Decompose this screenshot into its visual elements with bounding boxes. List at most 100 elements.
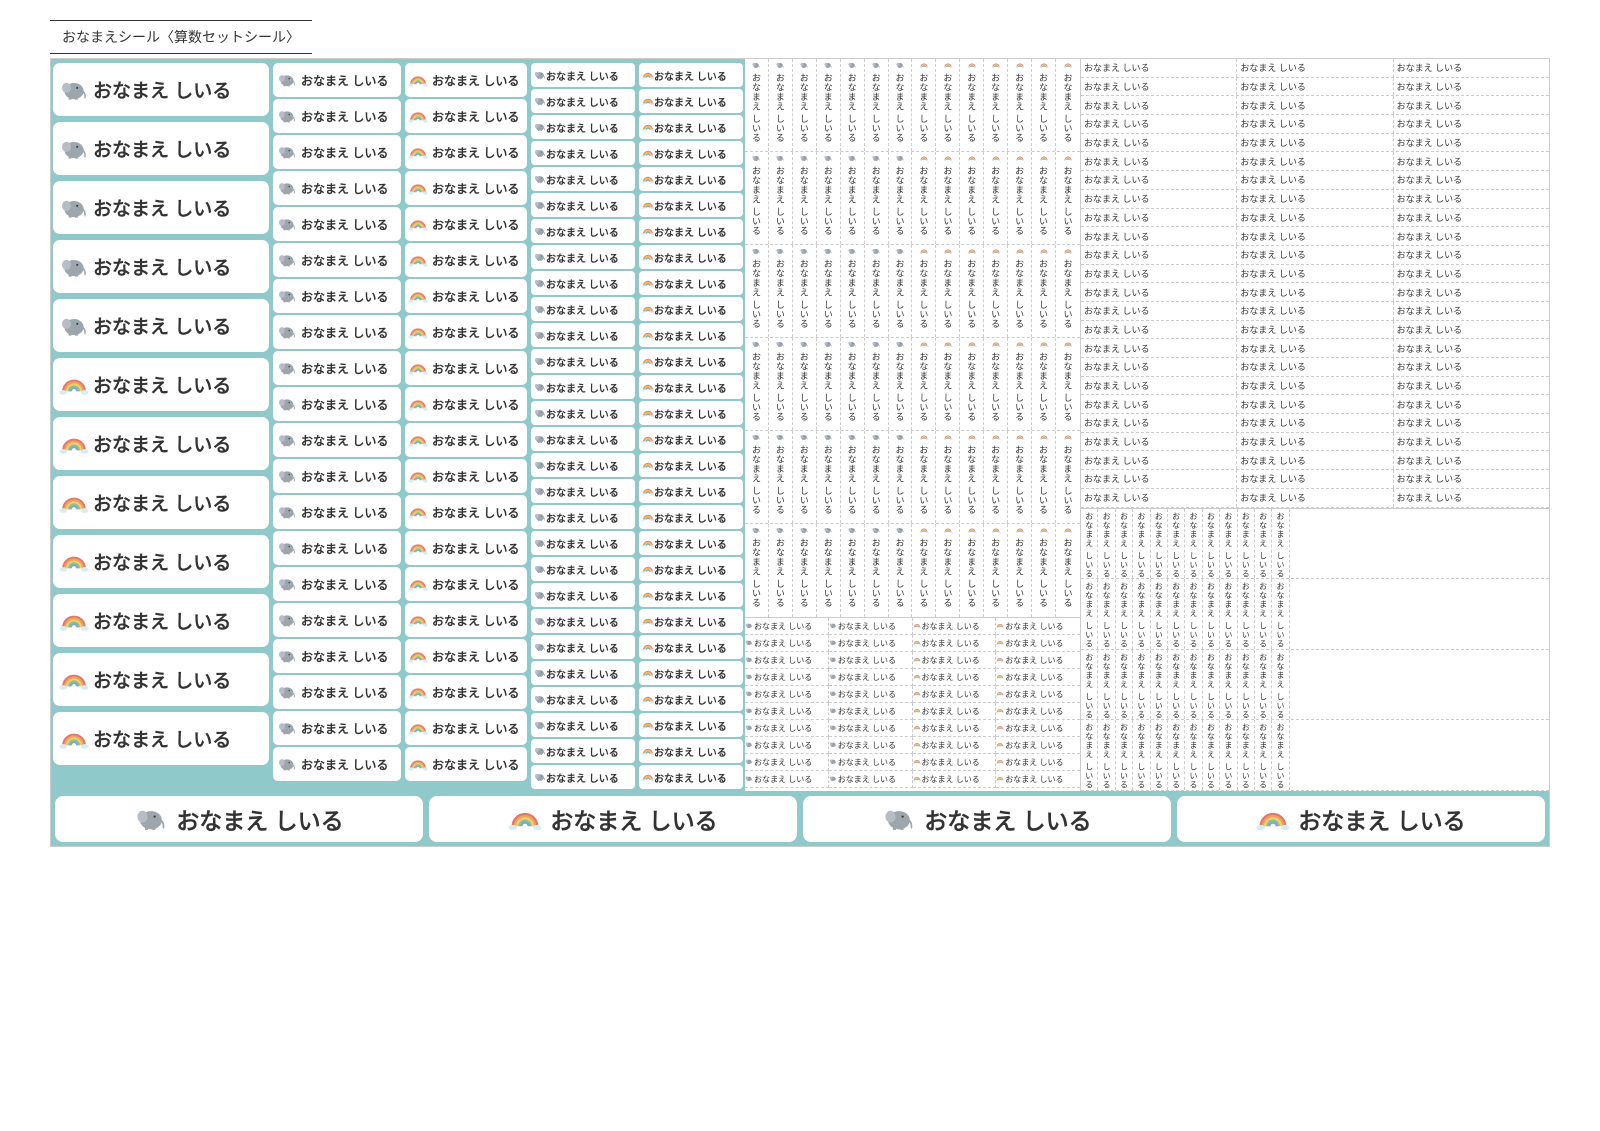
text-row: おなまえ しいるおなまえ しいるおなまえ しいる (1081, 265, 1549, 284)
elephant-icon (277, 610, 297, 630)
vertical-label: おなまえ しいる (960, 245, 984, 337)
label-text: おなまえ しいる (654, 146, 727, 161)
vertical-label: おなまえ しいる (817, 338, 841, 430)
label-text: おなまえ しいる (750, 73, 763, 143)
vertical-text-label: おなまえ しいる (1272, 579, 1289, 649)
text-row: おなまえ しいるおなまえ しいるおなまえ しいる (1081, 321, 1549, 340)
label-text-only: おなまえ しいる (1081, 377, 1237, 395)
label-small: おなまえ しいる (531, 115, 635, 139)
label-text: おなまえ しいる (654, 744, 727, 759)
label-xl: おなまえ しいる (1177, 796, 1545, 842)
label-text-only: おなまえ しいる (1237, 414, 1393, 432)
label-text: おなまえ しいる (654, 354, 727, 369)
label-large: おなまえ しいる (53, 299, 269, 352)
elephant-icon (534, 329, 546, 341)
vertical-label: おなまえ しいる (1008, 338, 1032, 430)
elephant-icon (823, 433, 833, 443)
label-tiny: おなまえ しいる (913, 686, 997, 703)
label-text: おなまえ しいる (922, 672, 980, 683)
elephant-icon (59, 134, 89, 164)
label-text-only: おなまえ しいる (1081, 265, 1237, 283)
label-medium: おなまえ しいる (405, 279, 527, 313)
label-small: おなまえ しいる (639, 765, 743, 789)
text-row: おなまえ しいるおなまえ しいるおなまえ しいる (1081, 451, 1549, 470)
label-text: おなまえ しいる (750, 259, 763, 329)
rainbow-icon (1039, 526, 1049, 536)
elephant-icon (775, 340, 785, 350)
tiny-row: おなまえ しいるおなまえ しいるおなまえ しいるおなまえ しいる (745, 652, 1080, 669)
label-text: おなまえ しいる (922, 723, 980, 734)
label-text: おなまえ しいる (922, 638, 980, 649)
elephant-icon (277, 214, 297, 234)
vertical-label: おなまえ しいる (865, 152, 889, 244)
label-text: おなまえ しいる (654, 770, 727, 785)
label-text: おなまえ しいる (654, 120, 727, 135)
tiny-row: おなまえ しいるおなまえ しいるおなまえ しいるおなまえ しいる (745, 754, 1080, 771)
label-large: おなまえ しいる (53, 122, 269, 175)
rainbow-icon (1015, 340, 1025, 350)
elephant-icon (823, 154, 833, 164)
elephant-icon (534, 147, 546, 159)
rainbow-icon (1063, 340, 1073, 350)
label-text: おなまえ しいる (1005, 706, 1063, 717)
label-tiny: おなまえ しいる (996, 703, 1080, 720)
rainbow-icon (408, 358, 428, 378)
vertical-label: おなまえ しいる (1008, 245, 1032, 337)
label-text: おなまえ しいる (774, 352, 787, 422)
elephant-icon (847, 154, 857, 164)
label-xl: おなまえ しいる (429, 796, 797, 842)
vertical-label: おなまえ しいる (936, 245, 960, 337)
label-medium: おなまえ しいる (273, 459, 401, 493)
label-text: おなまえ しいる (654, 94, 727, 109)
label-text-only: おなまえ しいる (1394, 489, 1549, 507)
label-text-only: おなまえ しいる (1237, 377, 1393, 395)
rainbow-icon (1015, 433, 1025, 443)
vertical-label: おなまえ しいる (817, 245, 841, 337)
label-text: おなまえ しいる (1013, 445, 1026, 515)
label-small: おなまえ しいる (531, 271, 635, 295)
label-text: おなまえ しいる (1037, 166, 1050, 236)
label-text: おなまえ しいる (774, 538, 787, 608)
vertical-label: おなまえ しいる (1056, 431, 1080, 523)
rainbow-icon (1015, 247, 1025, 257)
rainbow-icon (642, 121, 654, 133)
text-row: おなまえ しいるおなまえ しいるおなまえ しいる (1081, 414, 1549, 433)
label-text: おなまえ しいる (989, 259, 1002, 329)
rainbow-icon (59, 547, 89, 577)
label-xl: おなまえ しいる (55, 796, 423, 842)
rainbow-icon (642, 303, 654, 315)
label-text-only: おなまえ しいる (1081, 115, 1237, 133)
vertical-text-label: おなまえ しいる (1133, 650, 1150, 720)
label-text: おなまえ しいる (922, 621, 980, 632)
rainbow-icon (912, 779, 921, 784)
label-text: おなまえ しいる (301, 396, 388, 413)
elephant-icon (871, 526, 881, 536)
rainbow-icon (408, 250, 428, 270)
label-text: おなまえ しいる (546, 354, 619, 369)
rainbow-icon (967, 526, 977, 536)
vertical-label: おなまえ しいる (912, 524, 936, 617)
label-small: おなまえ しいる (531, 453, 635, 477)
label-text: おなまえ しいる (1005, 723, 1063, 734)
sheet-title: おなまえシール〈算数セットシール〉 (50, 20, 312, 54)
vertical-label: おなまえ しいる (745, 152, 769, 244)
elephant-icon (752, 247, 762, 257)
label-small: おなまえ しいる (639, 453, 743, 477)
vertical-label: おなまえ しいる (793, 431, 817, 523)
vertical-label: おなまえ しいる (889, 245, 913, 337)
vertical-label: おなまえ しいる (1032, 338, 1056, 430)
label-small: おなまえ しいる (531, 557, 635, 581)
label-text: おなまえ しいる (870, 166, 883, 236)
label-tiny: おなまえ しいる (745, 720, 829, 737)
label-text: おなまえ しいる (846, 259, 859, 329)
label-text: おなまえ しいる (432, 612, 519, 629)
text-row: おなまえ しいるおなまえ しいるおなまえ しいる (1081, 171, 1549, 190)
rainbow-icon (967, 247, 977, 257)
label-text: おなまえ しいる (432, 432, 519, 449)
label-medium: おなまえ しいる (405, 675, 527, 709)
label-small: おなまえ しいる (531, 63, 635, 87)
label-text-only: おなまえ しいる (1394, 134, 1549, 152)
vertical-label: おなまえ しいる (984, 431, 1008, 523)
label-text: おなまえ しいる (93, 312, 231, 339)
label-text: おなまえ しいる (838, 638, 896, 649)
